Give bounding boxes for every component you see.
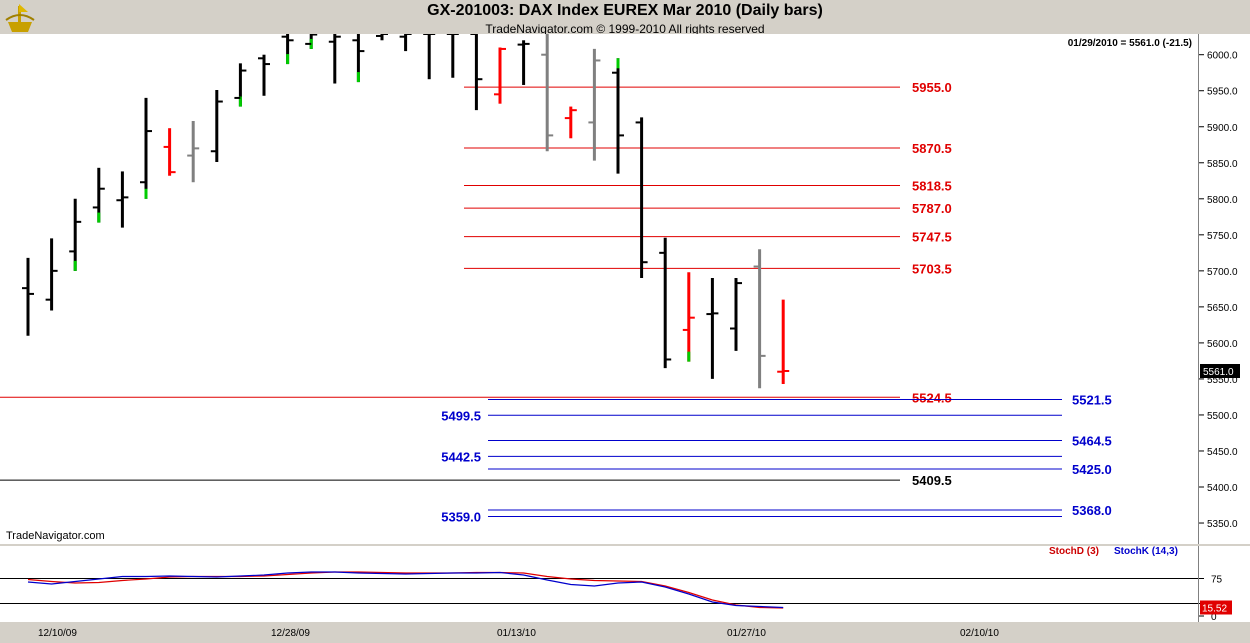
level-label: 5524.5	[912, 390, 952, 405]
copyright-text: TradeNavigator.com © 1999-2010 All right…	[485, 22, 765, 36]
price-tick-label: 5700.0	[1207, 267, 1238, 278]
level-label: 5464.5	[1072, 434, 1112, 449]
price-tick-label: 6000.0	[1207, 51, 1238, 62]
level-label: 5870.5	[912, 141, 952, 156]
last-stoch-box	[1200, 600, 1232, 615]
level-label: 5747.5	[912, 230, 952, 245]
price-tick-label: 5950.0	[1207, 87, 1238, 98]
chart-title: GX-201003: DAX Index EUREX Mar 2010 (Dai…	[427, 2, 823, 19]
price-tick-label: 5350.0	[1207, 519, 1238, 530]
stoch-tick-label: 75	[1211, 575, 1223, 586]
price-chart-pane[interactable]: 5955.0 5870.5 5818.5 5787.0 5747.5 5703.5 5524…	[0, 33, 1198, 544]
level-label: 5442.5	[441, 449, 481, 464]
level-label: 5359.0	[441, 510, 481, 525]
price-tick-label: 5500.0	[1207, 411, 1238, 422]
price-tick-label: 5850.0	[1207, 159, 1238, 170]
level-label: 5787.0	[912, 201, 952, 216]
level-label: 5499.5	[441, 408, 481, 423]
price-tick-label: 5600.0	[1207, 339, 1238, 350]
date-label: 01/13/10	[497, 628, 536, 639]
stoch-d-legend: StochD (3)	[1049, 546, 1099, 557]
price-tick-label: 5400.0	[1207, 483, 1238, 494]
tradenavigator-logo	[5, 4, 35, 32]
stochastic-chart	[0, 571, 1198, 609]
level-label: 5521.5	[1072, 392, 1112, 407]
date-label: 01/27/10	[727, 628, 766, 639]
price-chart: 5955.0 5870.5 5818.5 5787.0 5747.5 5703.5 5524…	[0, 33, 1112, 525]
date-label: 12/28/09	[271, 628, 310, 639]
stoch-tick-label: 0	[1211, 612, 1217, 622]
last-stoch-label: 15.52	[1202, 604, 1227, 615]
level-label: 5703.5	[912, 261, 952, 276]
price-axis[interactable]: 5350.0 5400.0 5450.0 5500.0 5550.0 5600.0 5650…	[1198, 34, 1250, 544]
last-price-label: 5561.0	[1203, 367, 1234, 378]
date-label: 02/10/10	[960, 628, 999, 639]
last-price-box	[1200, 363, 1240, 378]
level-label: 5955.0	[912, 80, 952, 95]
stoch-line	[27, 571, 784, 609]
stochastic-pane[interactable]	[0, 546, 1198, 622]
price-tick-label: 5650.0	[1207, 303, 1238, 314]
stoch-line	[27, 571, 784, 609]
level-label: 5425.0	[1072, 462, 1112, 477]
price-axis-ticks: 5350.0 5400.0 5450.0 5500.0 5550.0 5600.0 5650…	[1199, 51, 1240, 530]
watermark-label: TradeNavigator.com	[6, 530, 105, 542]
date-label: 12/10/09	[38, 628, 77, 639]
price-tick-label: 5550.0	[1207, 375, 1238, 386]
level-label: 5368.0	[1072, 503, 1112, 518]
stoch-k-legend: StochK (14,3)	[1114, 546, 1178, 557]
price-tick-label: 5450.0	[1207, 447, 1238, 458]
stochastic-axis-ticks: 0 75 15.52	[1199, 575, 1232, 623]
stochastic-axis[interactable]: 0 75 15.52	[1198, 546, 1250, 623]
price-tick-label: 5900.0	[1207, 123, 1238, 134]
level-label: 5818.5	[912, 178, 952, 193]
price-tick-label: 5750.0	[1207, 231, 1238, 242]
price-tick-label: 5800.0	[1207, 195, 1238, 206]
date-axis[interactable]: 12/10/09 12/28/09 01/13/10 01/27/10 02/1…	[0, 623, 1250, 643]
last-price-info: 01/29/2010 = 5561.0 (-21.5)	[1067, 38, 1192, 49]
level-label: 5409.5	[912, 473, 952, 488]
